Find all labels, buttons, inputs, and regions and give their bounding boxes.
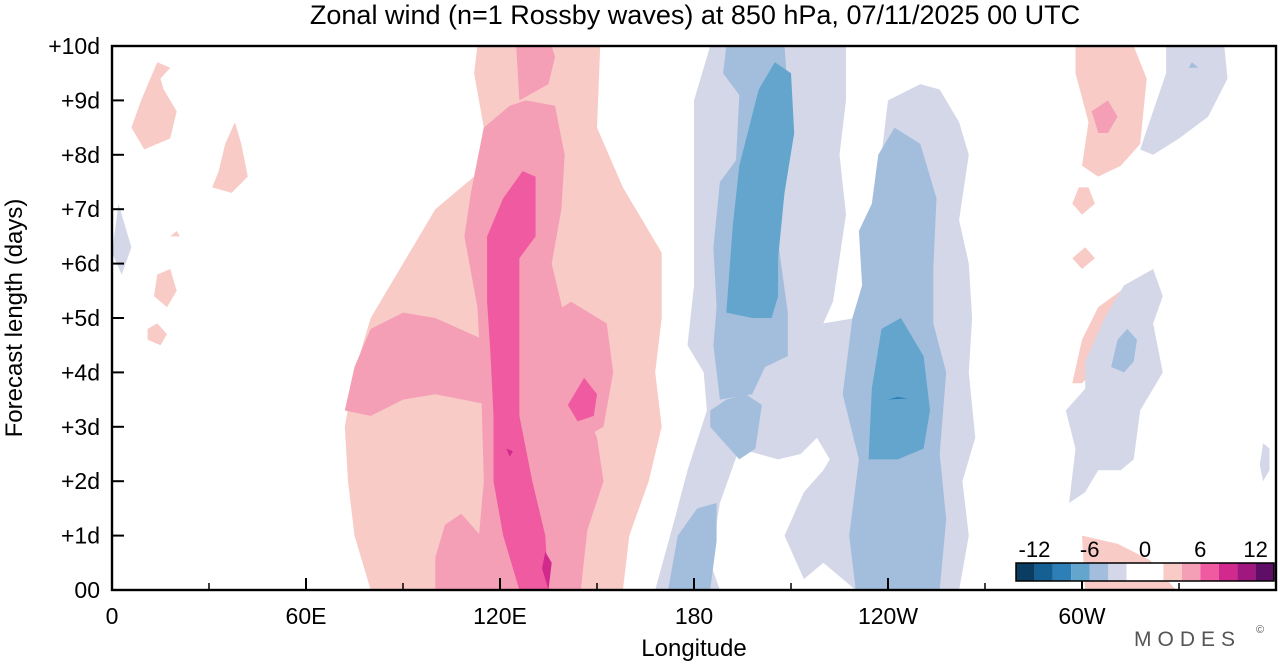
colorbar-swatch (1052, 563, 1072, 581)
contour-region-23 (1140, 46, 1228, 155)
contour-region-3 (154, 269, 177, 308)
colorbar-swatch (1218, 563, 1238, 581)
colorbar-label: -12 (1019, 537, 1051, 562)
x-axis-title: Longitude (641, 635, 746, 662)
x-tick-label: 60E (286, 603, 327, 629)
y-tick-label: +1d (61, 523, 100, 549)
colorbar-label: 6 (1194, 537, 1206, 562)
colorbar-swatch (1071, 563, 1090, 581)
contour-region-27 (710, 394, 762, 460)
contour-region-2 (212, 122, 248, 193)
contour-region-26 (668, 503, 717, 590)
x-tick-label: 120W (858, 603, 918, 629)
colorbar-swatch (1126, 563, 1164, 581)
contour-region-4 (147, 323, 167, 346)
y-tick-label: +6d (61, 251, 100, 277)
y-axis: 00 +1d +2d +3d +4d +5d +6d +7d +8d +9d +10d (48, 33, 124, 603)
colorbar-frame (1015, 562, 1275, 582)
contour-region-20 (506, 448, 513, 457)
contour-region-33 (868, 318, 930, 460)
contour-region-17 (487, 171, 549, 590)
contour-region-31 (1188, 62, 1199, 68)
colorbar-swatch (1089, 563, 1109, 581)
x-tick-label: 120E (473, 603, 527, 629)
contour-region-32 (726, 62, 795, 318)
colorbar-swatch (1108, 563, 1127, 581)
y-tick-label: +7d (61, 196, 100, 222)
contour-region-12 (435, 513, 488, 590)
y-tick-label: +10d (48, 33, 100, 59)
y-tick-label: +9d (61, 87, 100, 113)
y-tick-label: +4d (61, 359, 100, 385)
contour-region-19 (542, 551, 552, 590)
y-tick-label: +3d (61, 414, 100, 440)
brand-logo: MODES © (1134, 624, 1264, 651)
colorbar-swatch (1034, 563, 1053, 581)
y-tick-label: 00 (74, 577, 100, 603)
x-axis: 0 60E 120E 180 120W 60W (106, 578, 1180, 629)
colorbar: -12 -6 0 6 12 (1015, 537, 1275, 582)
brand-mark: © (1256, 624, 1264, 636)
colorbar-label: -6 (1080, 537, 1100, 562)
contour-region-8 (1072, 247, 1095, 269)
contour-region-22 (1065, 269, 1163, 503)
y-tick-label: +5d (61, 305, 100, 331)
y-axis-title: Forecast length (days) (1, 199, 28, 438)
colorbar-swatch (1237, 563, 1256, 581)
contour-region-14 (516, 46, 555, 101)
colorbar-label: 0 (1139, 537, 1151, 562)
contour-region-25 (112, 203, 132, 275)
y-tick-label: +2d (61, 468, 100, 494)
x-tick-label: 60W (1058, 603, 1106, 629)
contour-region-24 (1259, 443, 1270, 482)
brand-text: MODES (1134, 628, 1241, 651)
colorbar-swatch (1163, 563, 1182, 581)
contour-region-34 (888, 396, 908, 400)
contour-region-18 (567, 377, 597, 422)
colorbar-swatch (1255, 563, 1274, 581)
contour-region-1 (131, 62, 177, 150)
colorbar-swatch (1016, 563, 1035, 581)
contour-region-16 (1091, 100, 1118, 133)
colorbar-swatch (1181, 563, 1201, 581)
x-tick-label: 0 (106, 603, 119, 629)
contour-region-30 (1111, 328, 1137, 373)
y-tick-label: +8d (61, 142, 100, 168)
x-tick-label: 180 (675, 603, 713, 629)
contour-region-15 (545, 301, 614, 438)
chart-title: Zonal wind (n=1 Rossby waves) at 850 hPa… (310, 0, 1080, 30)
contour-region-9 (1072, 187, 1095, 215)
contour-region-11 (344, 312, 491, 416)
colorbar-label: 12 (1243, 537, 1267, 562)
colorbar-swatch (1200, 563, 1219, 581)
contour-region-5 (170, 231, 180, 237)
